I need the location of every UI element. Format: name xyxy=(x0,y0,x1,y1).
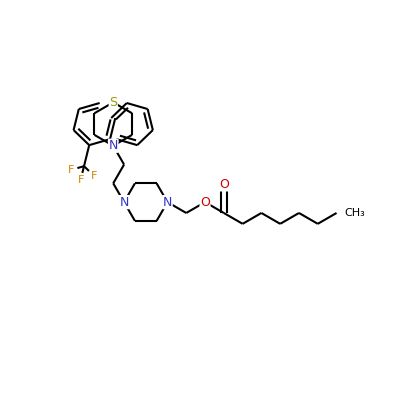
Text: O: O xyxy=(200,196,210,209)
Text: S: S xyxy=(109,96,117,109)
Text: CH₃: CH₃ xyxy=(344,208,365,218)
Text: F: F xyxy=(78,174,84,184)
Text: N: N xyxy=(163,196,172,209)
Text: N: N xyxy=(108,139,118,152)
Text: F: F xyxy=(68,165,74,175)
Text: O: O xyxy=(219,178,229,191)
Text: N: N xyxy=(119,196,129,209)
Text: F: F xyxy=(91,171,97,181)
